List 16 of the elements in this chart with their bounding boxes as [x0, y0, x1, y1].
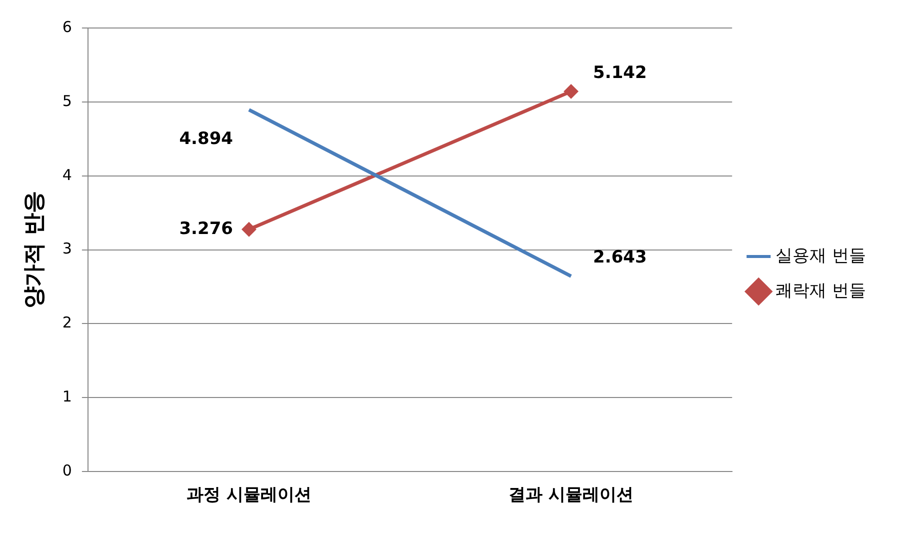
- y-tick-label: 6: [62, 18, 72, 36]
- y-tick-label: 5: [62, 92, 72, 110]
- x-tick-label: 과정 시뮬레이션: [186, 485, 312, 506]
- y-tick-label: 0: [62, 461, 72, 480]
- legend-label: 쾌락재 번들: [776, 280, 866, 301]
- data-label: 2.643: [593, 248, 647, 268]
- y-tick-label: 1: [62, 388, 72, 406]
- y-tick-label: 4: [62, 166, 72, 184]
- y-axis-title: 양가적 반응: [22, 190, 47, 309]
- data-label: 4.894: [179, 129, 234, 150]
- x-tick-label: 결과 시뮬레이션: [508, 485, 634, 506]
- data-label: 3.276: [179, 218, 233, 239]
- legend-label: 실용재 번들: [776, 246, 866, 266]
- y-tick-label: 3: [62, 240, 72, 258]
- data-label: 5.142: [593, 62, 647, 83]
- y-tick-label: 2: [62, 314, 72, 332]
